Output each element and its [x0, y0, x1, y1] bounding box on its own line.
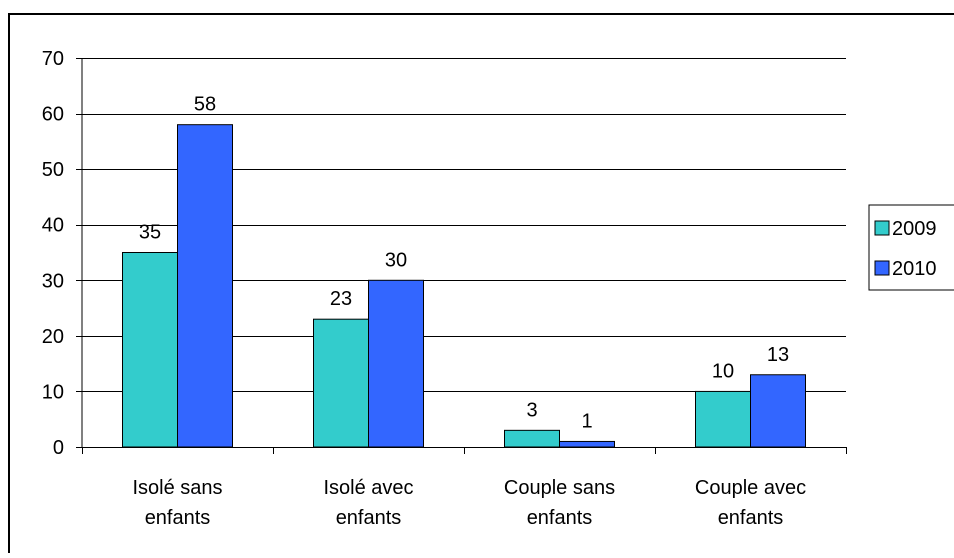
x-tick-label: Isolé sans: [132, 477, 222, 499]
data-label: 13: [767, 344, 789, 366]
y-tick-label: 0: [53, 437, 64, 459]
bar-2009-3: [695, 390, 751, 448]
bar-2009-0: [122, 252, 178, 448]
y-tick-label: 50: [42, 159, 64, 181]
bars: [122, 124, 806, 448]
data-label: 10: [712, 360, 734, 382]
y-tick-label: 30: [42, 270, 64, 292]
bar-2010-3: [750, 374, 806, 448]
x-tick-label: Couple sans: [504, 477, 615, 499]
data-label: 3: [526, 399, 537, 421]
legend-swatch-2009: [874, 220, 890, 236]
x-tick-label: enfants: [145, 507, 211, 529]
legend-swatch-2010: [874, 260, 890, 276]
x-tick-label: enfants: [718, 507, 784, 529]
x-tick-label: Couple avec: [695, 477, 806, 499]
x-tick-label: enfants: [336, 507, 402, 529]
legend: 2009 2010: [868, 204, 954, 291]
y-tick-label: 70: [42, 48, 64, 70]
data-label: 23: [330, 288, 352, 310]
axes: [76, 58, 847, 454]
bar-2010-0: [177, 124, 233, 448]
y-tick-label: 60: [42, 104, 64, 126]
legend-label-2009: 2009: [892, 218, 937, 240]
x-axis-tick-labels: Isolé sans enfants Isolé avec enfants Couple…: [132, 477, 806, 529]
legend-label-2010: 2010: [892, 258, 937, 280]
data-label: 1: [581, 410, 592, 432]
x-tick-label: Isolé avec: [323, 477, 413, 499]
data-label: 58: [194, 94, 216, 116]
data-label: 35: [139, 222, 161, 244]
data-label: 30: [385, 249, 407, 271]
y-tick-label: 40: [42, 215, 64, 237]
bar-2010-2: [559, 440, 615, 448]
bar-2009-1: [313, 318, 369, 448]
y-axis-tick-labels: 0 10 20 30 40 50 60 70: [42, 48, 64, 459]
y-tick-label: 10: [42, 381, 64, 403]
bar-2009-2: [504, 429, 560, 448]
legend-box: [868, 204, 954, 291]
y-tick-label: 20: [42, 326, 64, 348]
data-labels: 35 58 23 30 3 1 10 13: [139, 94, 789, 433]
bar-2010-1: [368, 279, 424, 448]
x-tick-label: enfants: [527, 507, 593, 529]
